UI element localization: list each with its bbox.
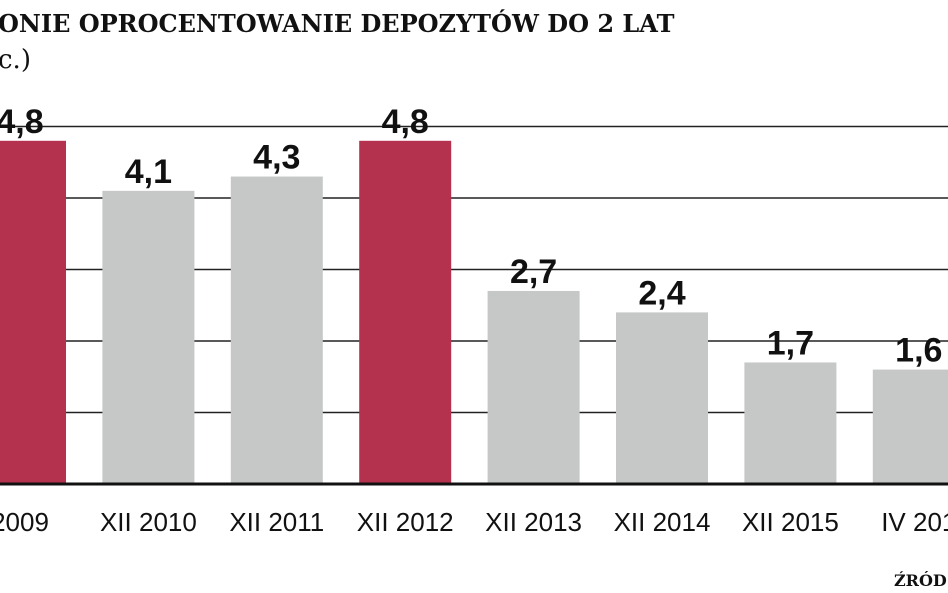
chart-title: ONIE OPROCENTOWANIE DEPOZYTÓW DO 2 LAT: [0, 9, 675, 38]
bar-value-label: 4,3: [253, 139, 300, 177]
category-label: XII 2013: [485, 507, 582, 537]
bar-value-label: 1,6: [895, 332, 942, 370]
bar: [872, 369, 948, 484]
bar-value-label: 4,8: [0, 103, 44, 141]
category-label: XII 2010: [100, 507, 197, 537]
bar: [0, 140, 66, 485]
bar: [102, 190, 195, 484]
category-label: IV 201: [881, 507, 948, 537]
category-label: XII 2012: [357, 507, 454, 537]
data-labels: 4,8 4,1 4,3 4,8 2,7 2,4 1,7 1,6: [0, 103, 942, 370]
bar: [359, 140, 452, 485]
bar-value-label: 1,7: [767, 324, 814, 362]
bars: [0, 140, 948, 485]
bar: [616, 312, 708, 484]
bar: [744, 362, 837, 484]
bar-value-label: 4,8: [382, 103, 429, 141]
category-labels: 2009 XII 2010 XII 2011 XII 2012 XII 2013 XII …: [0, 507, 948, 537]
bar-value-label: 2,4: [638, 274, 685, 312]
category-label: 2009: [0, 507, 49, 537]
category-label: XII 2015: [742, 507, 839, 537]
bar-value-label: 4,1: [125, 153, 172, 191]
bar: [230, 176, 323, 485]
category-label: XII 2011: [229, 507, 324, 537]
source-label: ŹRÓD: [894, 570, 947, 590]
bar-value-label: 2,7: [510, 253, 557, 291]
bar: [487, 290, 580, 484]
category-label: XII 2014: [614, 507, 711, 537]
chart-subtitle: c.): [0, 45, 31, 75]
